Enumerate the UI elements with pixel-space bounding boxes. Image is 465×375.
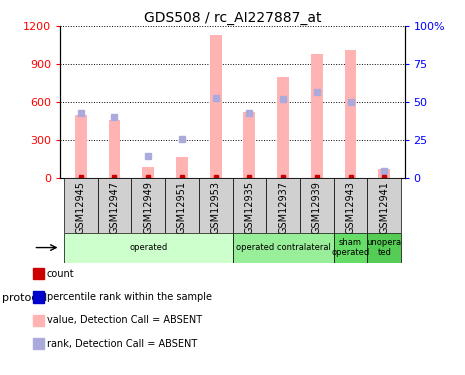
- Text: rank, Detection Call = ABSENT: rank, Detection Call = ABSENT: [46, 339, 197, 348]
- Text: percentile rank within the sample: percentile rank within the sample: [46, 292, 212, 302]
- Text: value, Detection Call = ABSENT: value, Detection Call = ABSENT: [46, 315, 202, 325]
- Bar: [311, 54, 323, 178]
- Bar: [108, 120, 120, 178]
- Bar: [244, 112, 255, 178]
- Text: sham
operated: sham operated: [332, 238, 370, 257]
- Bar: [379, 170, 390, 178]
- Bar: [199, 178, 232, 232]
- Bar: [165, 178, 199, 232]
- Bar: [131, 178, 165, 232]
- Bar: [367, 178, 401, 232]
- Bar: [300, 178, 334, 232]
- Text: GSM12947: GSM12947: [109, 181, 120, 234]
- Text: unopera
ted: unopera ted: [367, 238, 402, 257]
- Text: protocol: protocol: [2, 293, 47, 303]
- Text: count: count: [46, 269, 74, 279]
- Text: GSM12937: GSM12937: [278, 181, 288, 234]
- Text: GSM12939: GSM12939: [312, 181, 322, 234]
- Bar: [266, 178, 300, 232]
- Text: operated contralateral: operated contralateral: [236, 243, 331, 252]
- Text: GSM12953: GSM12953: [211, 181, 220, 234]
- Bar: [232, 178, 266, 232]
- Bar: [367, 232, 401, 262]
- Bar: [75, 115, 86, 178]
- Bar: [98, 178, 131, 232]
- Bar: [64, 178, 98, 232]
- Bar: [64, 232, 232, 262]
- Text: operated: operated: [129, 243, 167, 252]
- Bar: [142, 167, 154, 178]
- Bar: [345, 50, 357, 178]
- Bar: [277, 77, 289, 178]
- Text: GSM12943: GSM12943: [345, 181, 356, 234]
- Bar: [232, 232, 334, 262]
- Text: GSM12941: GSM12941: [379, 181, 389, 234]
- Text: GSM12935: GSM12935: [245, 181, 254, 234]
- Text: GSM12945: GSM12945: [76, 181, 86, 234]
- Bar: [176, 157, 188, 178]
- Bar: [334, 232, 367, 262]
- Text: GSM12951: GSM12951: [177, 181, 187, 234]
- Text: GSM12949: GSM12949: [143, 181, 153, 234]
- Title: GDS508 / rc_AI227887_at: GDS508 / rc_AI227887_at: [144, 11, 321, 25]
- Bar: [210, 35, 221, 178]
- Bar: [334, 178, 367, 232]
